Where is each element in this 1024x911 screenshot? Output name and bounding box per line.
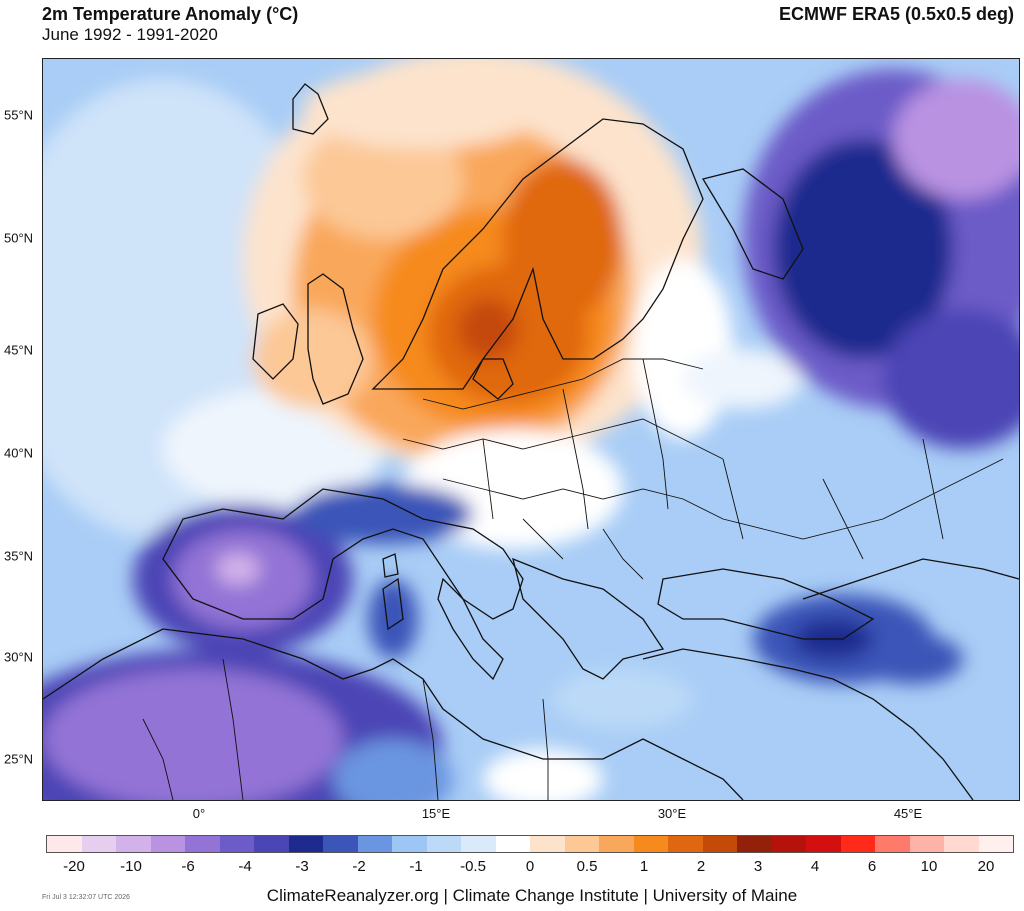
colorbar-tick-label: 0.5 xyxy=(576,858,598,875)
colorbar-swatch xyxy=(737,836,772,852)
colorbar-tick-label: -10 xyxy=(120,858,142,875)
latitude-label: 50°N xyxy=(4,230,34,246)
colorbar-swatch xyxy=(323,836,358,852)
colorbar-swatch xyxy=(116,836,151,852)
colorbar-swatch xyxy=(875,836,910,852)
colorbar-swatch xyxy=(426,836,461,852)
latitude-label: 40°N xyxy=(4,445,34,461)
colorbar-swatch xyxy=(771,836,806,852)
colorbar-tick-label: 20 xyxy=(977,858,995,875)
colorbar-swatch xyxy=(185,836,220,852)
longitude-label: 30°E xyxy=(657,806,687,821)
generated-timestamp: Fri Jul 3 12:32:07 UTC 2026 xyxy=(42,894,130,901)
colorbar-tick-label: -20 xyxy=(63,858,85,875)
colorbar-tick-label: -0.5 xyxy=(460,858,486,875)
colorbar-tick-label: 3 xyxy=(753,858,763,875)
colorbar-swatch xyxy=(530,836,565,852)
colorbar-tick-label: -2 xyxy=(352,858,366,875)
colorbar-swatch xyxy=(978,836,1013,852)
anomaly-shading xyxy=(43,59,1019,800)
colorbar-swatch xyxy=(219,836,254,852)
credit-line: ClimateReanalyzer.org | Climate Change I… xyxy=(266,886,798,905)
map-subtitle: June 1992 - 1991-2020 xyxy=(42,25,218,44)
latitude-label: 45°N xyxy=(4,342,34,358)
longitude-label: 15°E xyxy=(421,806,451,821)
colorbar-swatch xyxy=(81,836,116,852)
latitude-label: 35°N xyxy=(4,548,34,564)
colorbar-tick-label: -3 xyxy=(295,858,309,875)
colorbar-swatch xyxy=(357,836,392,852)
colorbar-swatch xyxy=(150,836,185,852)
colorbar-tick-label: 2 xyxy=(696,858,706,875)
colorbar-swatch xyxy=(461,836,496,852)
latitude-label: 30°N xyxy=(4,649,34,665)
colorbar-swatch xyxy=(254,836,289,852)
colorbar-tick-label: 6 xyxy=(867,858,877,875)
colorbar-swatch xyxy=(909,836,944,852)
colorbar-swatch xyxy=(564,836,599,852)
colorbar-swatch xyxy=(633,836,668,852)
country-borders xyxy=(142,358,1004,800)
colorbar xyxy=(46,835,1014,853)
colorbar-swatch xyxy=(47,836,82,852)
colorbar-swatch xyxy=(806,836,841,852)
colorbar-tick-label: -6 xyxy=(181,858,195,875)
latitude-label: 25°N xyxy=(4,751,34,767)
colorbar-swatch xyxy=(495,836,530,852)
colorbar-swatch xyxy=(392,836,427,852)
colorbar-swatch xyxy=(702,836,737,852)
colorbar-tick-label: 10 xyxy=(920,858,938,875)
colorbar-swatch xyxy=(944,836,979,852)
latitude-label: 55°N xyxy=(4,107,34,123)
colorbar-swatch xyxy=(840,836,875,852)
colorbar-tick-label: 0 xyxy=(525,858,535,875)
colorbar-swatch xyxy=(288,836,323,852)
longitude-label: 45°E xyxy=(893,806,923,821)
colorbar-tick-label: 1 xyxy=(639,858,649,875)
colorbar-swatch xyxy=(599,836,634,852)
colorbar-tick-label: 4 xyxy=(810,858,820,875)
anomaly-map xyxy=(42,58,1020,801)
longitude-label: 0° xyxy=(192,806,206,821)
colorbar-tick-label: -4 xyxy=(238,858,252,875)
data-source-label: ECMWF ERA5 (0.5x0.5 deg) xyxy=(778,4,1014,24)
colorbar-swatch xyxy=(668,836,703,852)
colorbar-tick-label: -1 xyxy=(409,858,423,875)
map-title: 2m Temperature Anomaly (°C) xyxy=(42,4,299,24)
